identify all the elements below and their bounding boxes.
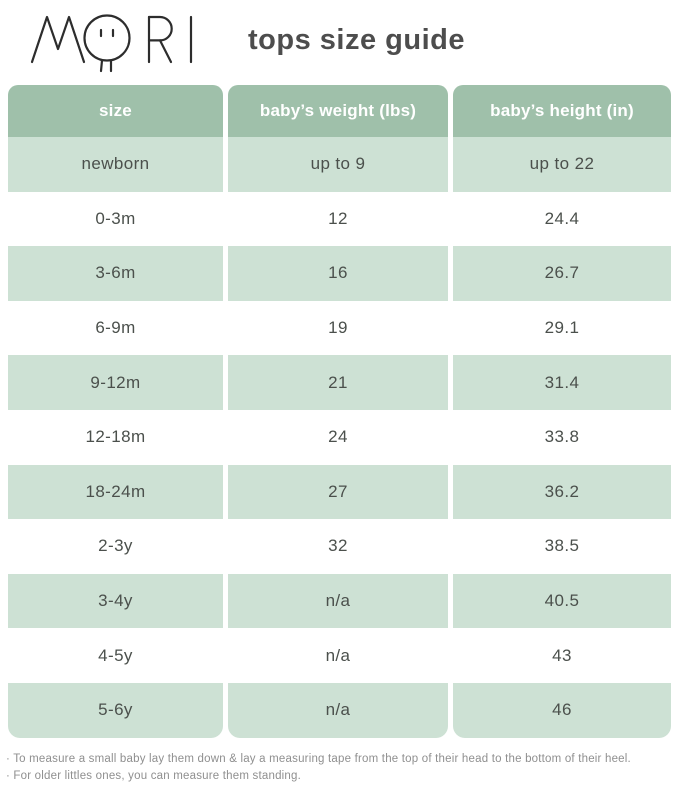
size-guide-table: size baby’s weight (lbs) baby’s height (… xyxy=(8,85,671,738)
table-cell-height: 36.2 xyxy=(453,464,671,520)
table-cell-size: 3-6m xyxy=(8,246,223,301)
mori-logo-icon xyxy=(30,13,193,72)
table-cell-height: 46 xyxy=(453,682,671,738)
table-cell-height: 40.5 xyxy=(453,573,671,629)
table-cell-height: 38.5 xyxy=(453,519,671,574)
table-cell-size: 12-18m xyxy=(8,409,223,465)
page-title: tops size guide xyxy=(248,24,465,56)
table-cell-weight: n/a xyxy=(228,628,448,683)
note-measure-older: · For older littles ones, you can measur… xyxy=(6,770,302,783)
table-cell-height: 43 xyxy=(453,628,671,683)
table-cell-weight: 21 xyxy=(228,355,448,410)
table-cell-weight: n/a xyxy=(228,682,448,738)
table-cell-weight: up to 9 xyxy=(228,137,448,192)
table-cell-height: up to 22 xyxy=(453,137,671,192)
table-cell-weight: n/a xyxy=(228,573,448,629)
table-cell-weight: 12 xyxy=(228,191,448,247)
table-cell-size: 3-4y xyxy=(8,573,223,629)
table-cell-height: 31.4 xyxy=(453,355,671,410)
measurement-notes: · To measure a small baby lay them down … xyxy=(6,751,671,786)
column-header-height: baby’s height (in) xyxy=(453,85,671,137)
table-cell-size: 9-12m xyxy=(8,355,223,410)
table-cell-weight: 32 xyxy=(228,519,448,574)
table-cell-weight: 16 xyxy=(228,246,448,301)
table-cell-height: 29.1 xyxy=(453,300,671,356)
column-header-weight: baby’s weight (lbs) xyxy=(228,85,448,137)
table-cell-height: 24.4 xyxy=(453,191,671,247)
column-header-size: size xyxy=(8,85,223,137)
table-cell-size: 4-5y xyxy=(8,628,223,683)
table-cell-height: 26.7 xyxy=(453,246,671,301)
table-cell-weight: 24 xyxy=(228,409,448,465)
table-cell-height: 33.8 xyxy=(453,409,671,465)
table-cell-size: 5-6y xyxy=(8,682,223,738)
mori-logo xyxy=(30,12,200,74)
table-cell-size: newborn xyxy=(8,137,223,192)
table-cell-size: 0-3m xyxy=(8,191,223,247)
table-cell-size: 2-3y xyxy=(8,519,223,574)
note-measure-small-baby: · To measure a small baby lay them down … xyxy=(6,752,631,765)
brand-header: tops size guide xyxy=(8,0,671,85)
table-cell-weight: 19 xyxy=(228,300,448,356)
table-cell-size: 18-24m xyxy=(8,464,223,520)
table-cell-size: 6-9m xyxy=(8,300,223,356)
table-cell-weight: 27 xyxy=(228,464,448,520)
